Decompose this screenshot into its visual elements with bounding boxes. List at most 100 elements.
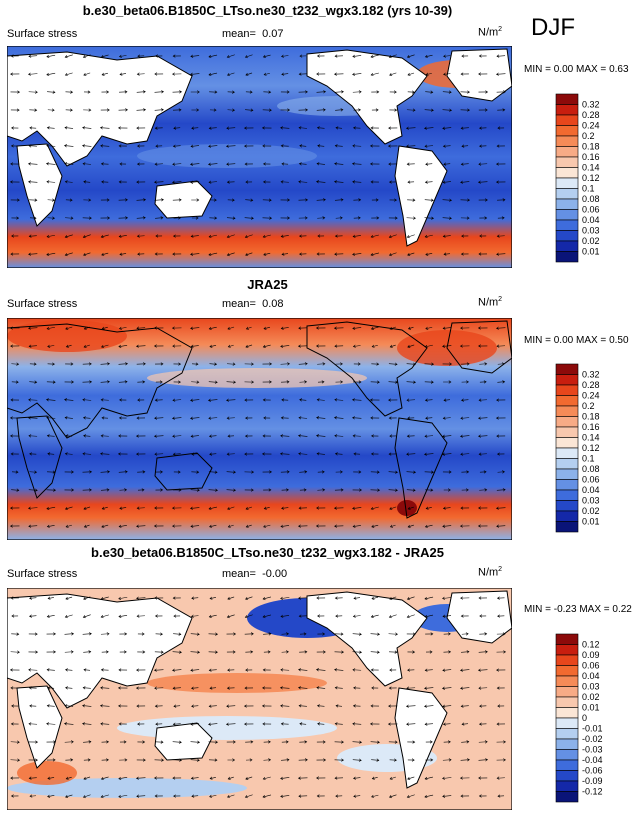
- wind-vector: [298, 127, 308, 129]
- wind-vector-head: [64, 180, 68, 184]
- wind-vector-head: [388, 126, 392, 130]
- wind-vector: [406, 381, 416, 383]
- colorbar-3-tick-label: 0.03: [582, 682, 600, 692]
- wind-vector-head: [28, 234, 32, 238]
- wind-vector: [371, 596, 379, 600]
- wind-vector: [442, 217, 452, 219]
- panel-1-title: b.e30_beta06.B1850C_LTso.ne30_t232_wgx3.…: [82, 3, 453, 18]
- colorbar-2-swatch: [555, 510, 579, 522]
- wind-vector-head: [406, 615, 410, 619]
- wind-vector: [28, 489, 38, 491]
- wind-vector: [496, 525, 506, 527]
- wind-vector: [352, 741, 362, 743]
- panel-3-south-pacific-band: [117, 716, 337, 740]
- wind-vector: [209, 363, 217, 365]
- wind-vector-head: [424, 180, 428, 184]
- wind-vector: [226, 723, 236, 725]
- wind-vector: [227, 506, 235, 510]
- wind-vector-head: [118, 722, 122, 726]
- colorbar-1-swatch: [555, 146, 579, 158]
- wind-vector-head: [214, 90, 218, 94]
- colorbar-2-swatch: [555, 468, 579, 480]
- wind-vector-head: [28, 54, 32, 58]
- wind-vector: [11, 363, 19, 365]
- wind-vector: [172, 181, 182, 183]
- wind-vector-head: [28, 434, 32, 438]
- wind-vector-head: [173, 794, 176, 798]
- wind-vector-head: [395, 632, 398, 636]
- wind-vector: [425, 344, 433, 348]
- wind-vector-head: [136, 596, 139, 600]
- wind-vector-head: [316, 668, 319, 672]
- wind-vector-head: [317, 614, 320, 618]
- wind-vector: [460, 417, 470, 419]
- wind-vector-head: [226, 235, 230, 239]
- wind-vector-head: [449, 198, 452, 202]
- wind-vector: [47, 795, 55, 797]
- colorbar-1-swatch: [555, 230, 579, 242]
- wind-vector-head: [406, 162, 410, 166]
- wind-vector-head: [443, 54, 447, 58]
- wind-vector: [353, 345, 361, 347]
- wind-vector-head: [142, 380, 146, 384]
- wind-vector-head: [389, 776, 393, 780]
- wind-vector-head: [53, 650, 56, 654]
- wind-vector: [100, 687, 110, 689]
- wind-vector-head: [136, 506, 140, 510]
- wind-vector: [191, 795, 199, 797]
- panel-1-europe-shape: [446, 48, 512, 102]
- wind-vector-head: [478, 162, 482, 166]
- wind-vector: [228, 344, 234, 348]
- wind-vector-head: [196, 470, 200, 474]
- wind-vector: [406, 399, 416, 401]
- wind-vector: [245, 506, 253, 510]
- wind-vector-head: [82, 795, 86, 799]
- panel-2-mean: mean= 0.08: [222, 298, 284, 310]
- wind-vector-head: [179, 90, 183, 94]
- wind-vector-head: [315, 326, 319, 330]
- wind-vector-head: [501, 216, 505, 220]
- wind-vector: [317, 145, 325, 147]
- wind-vector-head: [178, 108, 182, 112]
- wind-vector-head: [322, 488, 326, 492]
- wind-vector: [172, 399, 182, 401]
- wind-vector-head: [160, 216, 164, 220]
- wind-vector: [83, 163, 91, 165]
- wind-vector-head: [280, 344, 284, 348]
- wind-vector-head: [227, 326, 231, 330]
- wind-vector-head: [298, 614, 302, 618]
- wind-vector-head: [190, 162, 193, 166]
- wind-vector-head: [10, 144, 14, 148]
- wind-vector-head: [269, 470, 272, 474]
- wind-vector-head: [466, 758, 470, 762]
- wind-vector-head: [47, 776, 51, 780]
- colorbar-3-tick-label: -0.02: [582, 734, 603, 744]
- wind-vector-head: [46, 434, 50, 438]
- wind-vector-head: [87, 758, 91, 762]
- wind-vector: [227, 614, 235, 618]
- wind-vector-head: [352, 72, 356, 76]
- wind-vector-head: [395, 380, 398, 384]
- wind-vector-head: [268, 108, 272, 112]
- wind-vector-head: [496, 234, 500, 238]
- wind-vector-head: [16, 198, 20, 202]
- colorbar-1-tick-label: 0.32: [582, 100, 600, 110]
- wind-vector-head: [52, 90, 56, 94]
- wind-vector-head: [424, 398, 428, 402]
- wind-vector: [208, 381, 218, 383]
- wind-vector: [83, 435, 91, 437]
- colorbar-2: 0.32 0.28 0.24 0.2 0.18 0.16 0.14 0.12 0.1 0.08 0.…: [555, 362, 615, 534]
- wind-vector-head: [479, 704, 482, 708]
- wind-vector: [317, 453, 325, 455]
- wind-vector-head: [443, 398, 447, 402]
- wind-vector-head: [358, 470, 362, 474]
- wind-vector: [443, 417, 451, 419]
- wind-vector: [317, 363, 325, 365]
- wind-vector-head: [46, 252, 50, 257]
- wind-vector: [47, 345, 55, 347]
- wind-vector-head: [280, 234, 284, 238]
- wind-vector-head: [118, 234, 122, 238]
- wind-vector-head: [154, 126, 158, 130]
- wind-vector-head: [484, 216, 488, 220]
- wind-vector-head: [250, 216, 254, 220]
